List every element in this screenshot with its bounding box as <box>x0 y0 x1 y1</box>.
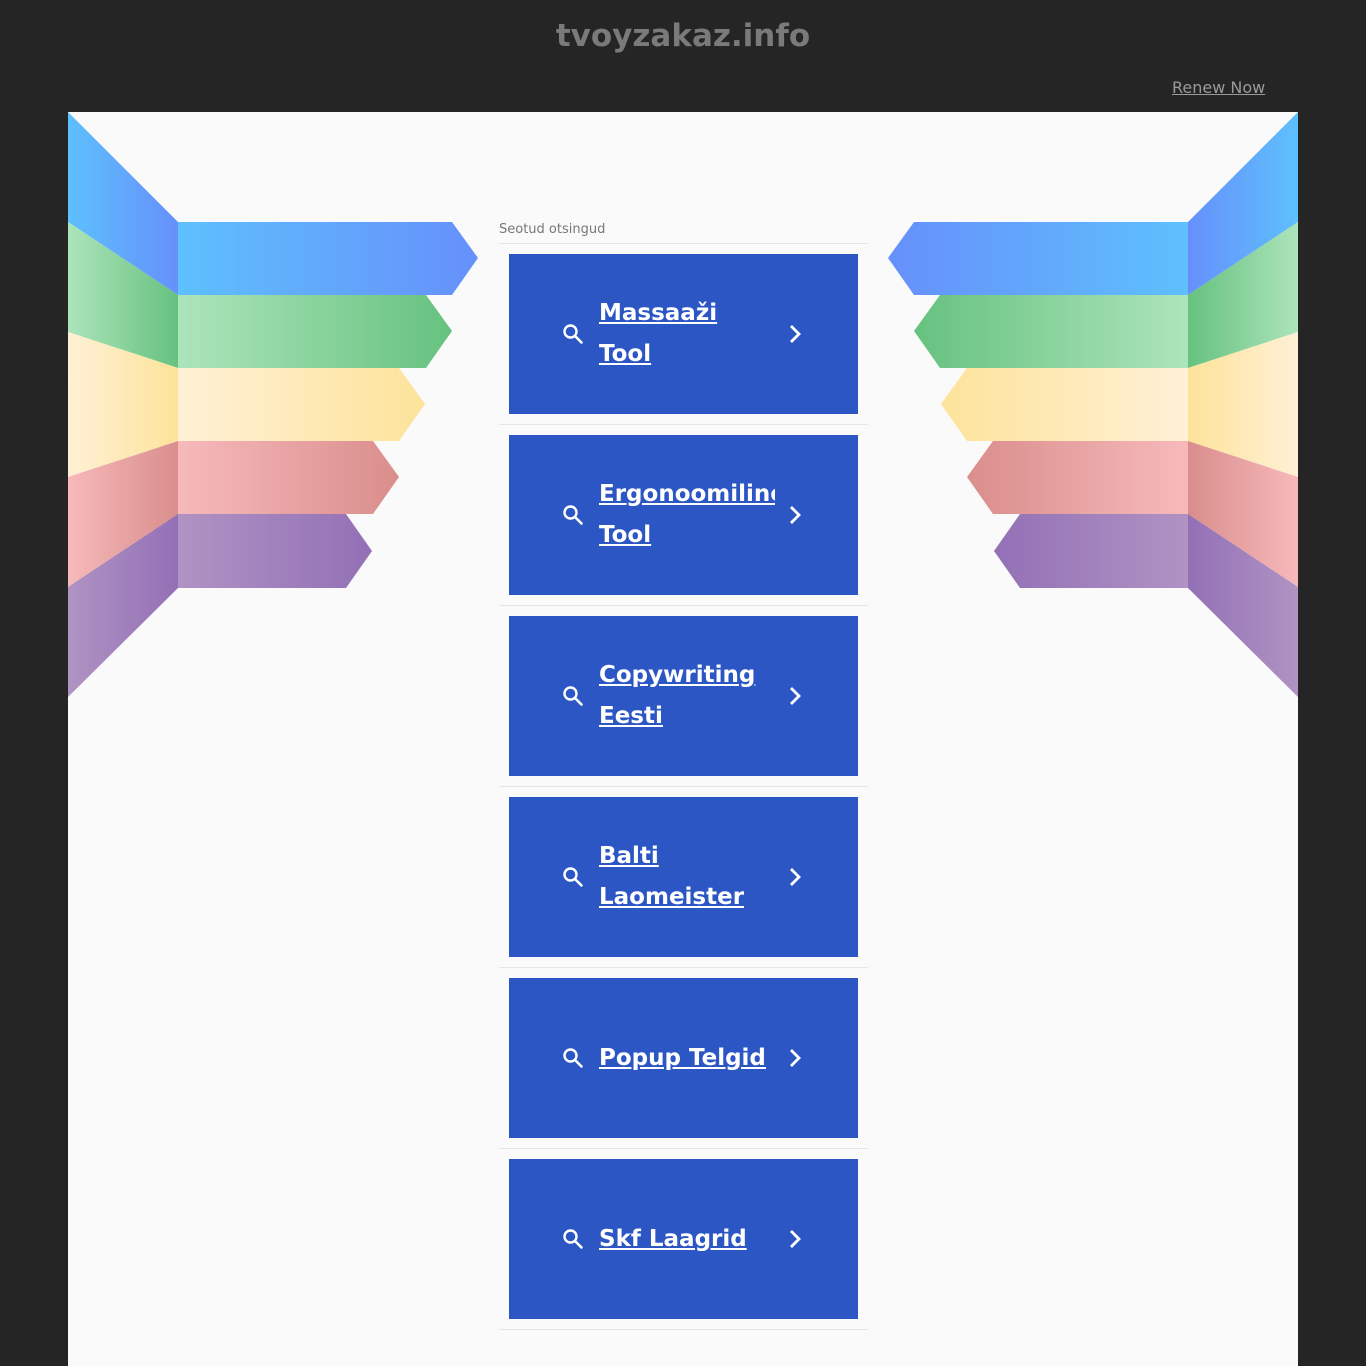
related-searches: Seotud otsingud Massaaži Tool Ergonoomil… <box>499 220 868 1330</box>
related-search-item: Balti Laomeister <box>499 787 868 968</box>
ribbon-blue-right-wing <box>1188 112 1298 295</box>
chevron-right-icon <box>790 687 801 705</box>
content-panel: Seotud otsingud Massaaži Tool Ergonoomil… <box>68 112 1298 1366</box>
decorative-ribbons <box>68 112 1298 697</box>
related-search-label[interactable]: Ergonoomiline Tool <box>599 481 775 548</box>
ribbon-green-left <box>178 295 452 368</box>
ribbon-purple-right-wing <box>1188 514 1298 697</box>
ribbon-red-left-wing <box>68 441 178 587</box>
ribbon-yellow-left-wing <box>68 332 178 477</box>
related-search-label[interactable]: Copywriting Eesti <box>599 662 756 729</box>
related-search-link[interactable]: Massaaži Tool <box>509 254 858 414</box>
ribbon-blue-right <box>888 222 1188 295</box>
ribbon-blue-left-wing <box>68 112 178 295</box>
related-search-link[interactable]: Copywriting Eesti <box>509 616 858 776</box>
ribbon-purple-left <box>178 514 372 588</box>
ribbon-purple-left-wing <box>68 514 178 697</box>
ribbon-purple-right <box>994 514 1188 588</box>
search-icon <box>563 324 583 344</box>
related-search-item: Skf Laagrid <box>499 1149 868 1330</box>
ribbon-yellow-right <box>941 368 1188 441</box>
related-search-link[interactable]: Ergonoomiline Tool <box>509 435 858 595</box>
chevron-right-icon <box>790 325 801 343</box>
related-search-link[interactable]: Skf Laagrid <box>509 1159 858 1319</box>
related-search-label[interactable]: Massaaži Tool <box>599 300 718 367</box>
related-search-item: Massaaži Tool <box>499 244 868 425</box>
related-search-label[interactable]: Popup Telgid <box>599 1044 766 1071</box>
left-ribbons <box>68 112 478 697</box>
ribbon-green-right <box>914 295 1188 368</box>
ribbon-yellow-left <box>178 368 425 441</box>
related-search-label[interactable]: Balti Laomeister <box>599 843 745 910</box>
related-searches-title: Seotud otsingud <box>499 220 868 244</box>
chevron-right-icon <box>790 868 801 886</box>
related-search-label[interactable]: Skf Laagrid <box>599 1225 747 1252</box>
related-search-item: Copywriting Eesti <box>499 606 868 787</box>
related-search-link[interactable]: Balti Laomeister <box>509 797 858 957</box>
search-icon <box>563 1048 583 1068</box>
renew-now-link[interactable]: Renew Now <box>1172 78 1266 97</box>
ribbon-red-right-wing <box>1188 441 1298 587</box>
chevron-right-icon <box>790 1230 801 1248</box>
chevron-right-icon <box>790 1049 801 1067</box>
ribbon-yellow-right-wing <box>1188 332 1298 477</box>
related-search-item: Ergonoomiline Tool <box>499 425 868 606</box>
ribbon-red-left <box>178 441 399 514</box>
ribbon-blue-left <box>178 222 478 295</box>
chevron-right-icon <box>790 506 801 524</box>
related-search-link[interactable]: Popup Telgid <box>509 978 858 1138</box>
domain-title: tvoyzakaz.info <box>555 18 811 54</box>
ribbon-green-right-wing <box>1188 222 1298 368</box>
ribbon-red-right <box>967 441 1188 514</box>
related-search-item: Popup Telgid <box>499 968 868 1149</box>
search-icon <box>563 1229 583 1249</box>
search-icon <box>563 867 583 887</box>
search-icon <box>563 505 583 525</box>
ribbon-green-left-wing <box>68 222 178 368</box>
right-ribbons <box>888 112 1298 697</box>
search-icon <box>563 686 583 706</box>
